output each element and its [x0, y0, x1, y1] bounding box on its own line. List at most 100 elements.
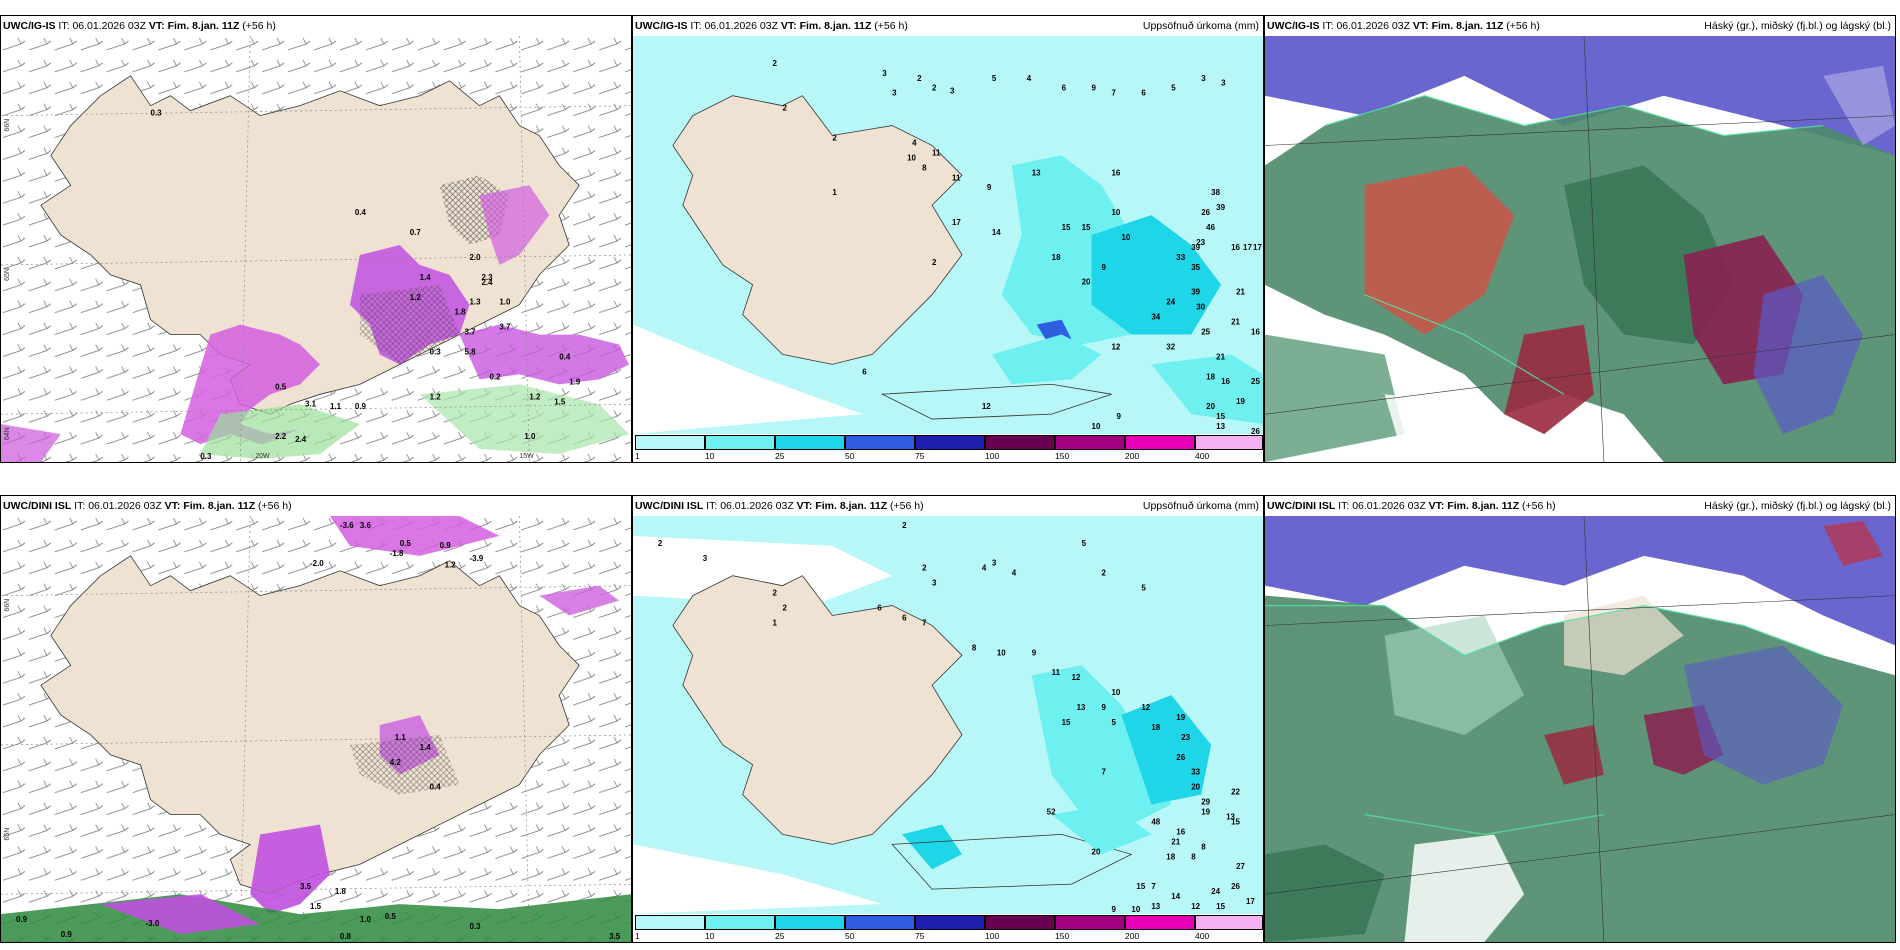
panel-header: UWC/DINI ISL IT: 06.01.2026 03Z VT: Fim.…	[1265, 496, 1895, 516]
svg-text:0.9: 0.9	[61, 930, 73, 939]
svg-text:2: 2	[773, 59, 778, 68]
svg-text:13: 13	[1077, 703, 1086, 712]
vt-label: VT:	[780, 20, 797, 32]
colorbar-swatch	[985, 915, 1055, 930]
vt-label: VT:	[1412, 20, 1429, 32]
svg-text:2: 2	[932, 258, 937, 267]
svg-text:3: 3	[932, 579, 937, 588]
model-name: UWC/IG-IS	[3, 20, 56, 32]
vt-value: Fim. 8.jan. 11Z	[167, 20, 240, 32]
it-label: IT:	[58, 20, 70, 32]
lead-time: (+56 h)	[874, 20, 908, 32]
svg-text:7: 7	[922, 618, 927, 627]
colorbar-tick: 200	[1125, 931, 1140, 941]
svg-text:11: 11	[932, 148, 941, 157]
it-label: IT:	[74, 500, 86, 512]
svg-text:16: 16	[1111, 168, 1120, 177]
panel-igis-clouds: UWC/IG-IS IT: 06.01.2026 03Z VT: Fim. 8.…	[1264, 15, 1896, 463]
svg-text:6: 6	[902, 613, 907, 622]
it-value: 06.01.2026 03Z	[72, 20, 146, 32]
svg-text:20: 20	[1206, 402, 1215, 411]
svg-text:1.2: 1.2	[430, 392, 442, 401]
it-value: 06.01.2026 03Z	[1336, 20, 1410, 32]
colorbar-swatch	[705, 915, 775, 930]
svg-text:34: 34	[1151, 313, 1160, 322]
svg-text:5.8: 5.8	[465, 348, 477, 357]
svg-text:7: 7	[1102, 768, 1107, 777]
it-label: IT:	[706, 500, 718, 512]
svg-text:0.3: 0.3	[200, 452, 212, 461]
svg-text:30: 30	[1196, 303, 1205, 312]
colorbar-tick: 75	[915, 451, 925, 461]
svg-text:4: 4	[982, 564, 987, 573]
svg-text:13: 13	[1216, 422, 1225, 431]
panel-title: Uppsöfnuð úrkoma (mm)	[1142, 500, 1259, 512]
svg-text:9: 9	[1092, 84, 1097, 93]
vt-label: VT:	[796, 500, 813, 512]
map-svg	[1265, 516, 1895, 942]
svg-text:1.5: 1.5	[554, 397, 566, 406]
colorbar-tick: 100	[985, 931, 1000, 941]
svg-text:6: 6	[1062, 84, 1067, 93]
colorbar-swatch	[635, 915, 705, 930]
it-value: 06.01.2026 03Z	[88, 500, 162, 512]
svg-text:20: 20	[1082, 278, 1091, 287]
svg-text:1.1: 1.1	[330, 402, 342, 411]
svg-text:16: 16	[1231, 243, 1240, 252]
svg-text:2: 2	[783, 104, 788, 113]
svg-text:11: 11	[952, 173, 961, 182]
panel-header: UWC/IG-IS IT: 06.01.2026 03Z VT: Fim. 8.…	[1, 16, 631, 36]
svg-text:20W: 20W	[255, 453, 270, 460]
svg-text:8: 8	[1191, 852, 1196, 861]
svg-text:3.1: 3.1	[305, 399, 317, 408]
colorbar-tick: 400	[1195, 931, 1210, 941]
svg-text:8: 8	[972, 643, 977, 652]
svg-text:35: 35	[1191, 263, 1200, 272]
svg-text:2: 2	[922, 564, 927, 573]
svg-text:1.0: 1.0	[499, 298, 511, 307]
svg-text:0.5: 0.5	[400, 539, 412, 548]
svg-text:33: 33	[1176, 253, 1185, 262]
svg-text:19: 19	[1236, 397, 1245, 406]
svg-text:12: 12	[1072, 673, 1081, 682]
model-name: UWC/IG-IS	[635, 20, 688, 32]
colorbar-swatch	[635, 435, 705, 450]
svg-text:0.9: 0.9	[16, 915, 28, 924]
svg-text:2.2: 2.2	[275, 432, 287, 441]
svg-text:3: 3	[892, 89, 897, 98]
svg-text:17: 17	[952, 218, 961, 227]
svg-text:3: 3	[703, 554, 708, 563]
svg-text:21: 21	[1231, 318, 1240, 327]
svg-text:33: 33	[1191, 768, 1200, 777]
vt-label: VT:	[164, 500, 181, 512]
svg-text:5: 5	[1082, 539, 1087, 548]
svg-text:1.1: 1.1	[395, 733, 407, 742]
svg-text:24: 24	[1166, 298, 1175, 307]
svg-text:12: 12	[1111, 342, 1120, 351]
svg-text:3.5: 3.5	[609, 932, 621, 941]
svg-text:1.0: 1.0	[360, 915, 372, 924]
svg-text:20: 20	[1191, 783, 1200, 792]
colorbar-swatch	[985, 435, 1055, 450]
map-svg	[1265, 36, 1895, 462]
svg-text:10: 10	[907, 153, 916, 162]
svg-text:0.3: 0.3	[430, 348, 442, 357]
svg-text:17: 17	[1243, 243, 1252, 252]
panel-header: UWC/IG-IS IT: 06.01.2026 03Z VT: Fim. 8.…	[1265, 16, 1895, 36]
svg-text:10: 10	[1092, 422, 1101, 431]
colorbar-tick: 25	[775, 931, 785, 941]
svg-text:-3.6: -3.6	[340, 521, 354, 530]
panel-title: Háský (gr.), miðský (fj.bl.) og lágský (…	[1704, 500, 1891, 512]
svg-text:18: 18	[1166, 852, 1175, 861]
svg-text:8: 8	[1201, 842, 1206, 851]
svg-text:64N: 64N	[4, 427, 11, 440]
svg-text:14: 14	[992, 228, 1001, 237]
svg-text:1.2: 1.2	[410, 293, 422, 302]
svg-text:2: 2	[658, 539, 663, 548]
colorbar-tick: 200	[1125, 451, 1140, 461]
model-name: UWC/DINI ISL	[1267, 500, 1336, 512]
map-svg: -3.6 3.6 0.5 -2.0 -1.8 -3.9 0.9 1.2 1.4 3.5 1.8…	[1, 516, 631, 942]
model-name: UWC/IG-IS	[1267, 20, 1320, 32]
panel-dini-precip-type: UWC/DINI ISL IT: 06.01.2026 03Z VT: Fim.…	[0, 495, 632, 943]
